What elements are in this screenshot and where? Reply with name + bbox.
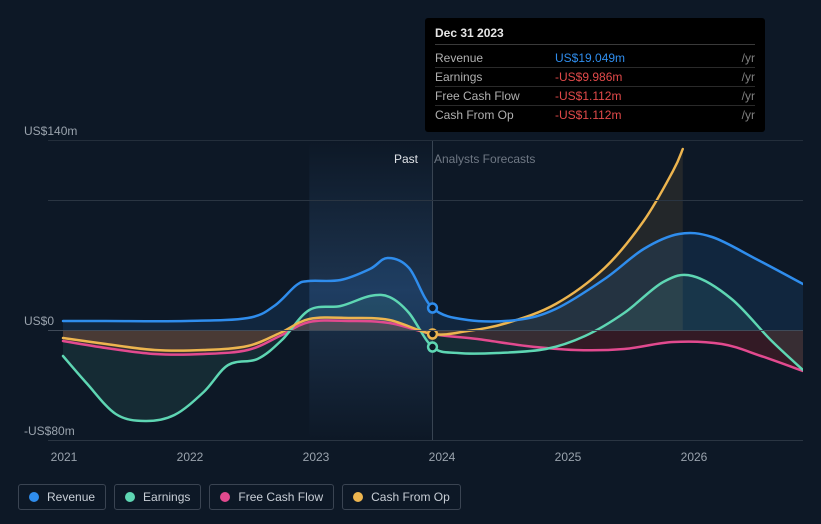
tooltip-label: Free Cash Flow — [435, 89, 555, 103]
past-region-label: Past — [318, 152, 418, 166]
forecast-region-label: Analysts Forecasts — [434, 152, 535, 166]
tooltip-row-revenue: Revenue US$19.049m /yr — [435, 49, 755, 68]
legend-item-fcf[interactable]: Free Cash Flow — [209, 484, 334, 510]
x-tick-label: 2022 — [177, 450, 204, 464]
tooltip-row-fcf: Free Cash Flow -US$1.112m /yr — [435, 87, 755, 106]
tooltip-row-earnings: Earnings -US$9.986m /yr — [435, 68, 755, 87]
legend-swatch — [29, 492, 39, 502]
x-tick-label: 2026 — [681, 450, 708, 464]
y-tick-label: US$140m — [24, 124, 77, 138]
legend-item-revenue[interactable]: Revenue — [18, 484, 106, 510]
tooltip-label: Cash From Op — [435, 108, 555, 122]
tooltip-value: US$19.049m — [555, 51, 738, 65]
tooltip-date: Dec 31 2023 — [435, 26, 755, 45]
legend-item-earnings[interactable]: Earnings — [114, 484, 201, 510]
x-tick-label: 2024 — [429, 450, 456, 464]
legend-swatch — [220, 492, 230, 502]
tooltip-value: -US$1.112m — [555, 89, 738, 103]
legend-swatch — [353, 492, 363, 502]
x-tick-label: 2023 — [303, 450, 330, 464]
gridline — [48, 330, 803, 331]
gridline — [48, 440, 803, 441]
x-tick-label: 2021 — [51, 450, 78, 464]
tooltip-value: -US$9.986m — [555, 70, 738, 84]
tooltip-row-cashop: Cash From Op -US$1.112m /yr — [435, 106, 755, 124]
tooltip-unit: /yr — [738, 108, 755, 122]
tooltip-unit: /yr — [738, 70, 755, 84]
legend-label: Cash From Op — [371, 490, 450, 504]
tooltip-unit: /yr — [738, 51, 755, 65]
y-tick-label: US$0 — [24, 314, 54, 328]
legend-swatch — [125, 492, 135, 502]
legend-label: Free Cash Flow — [238, 490, 323, 504]
chart-tooltip: Dec 31 2023 Revenue US$19.049m /yr Earni… — [425, 18, 765, 132]
gridline — [48, 140, 803, 141]
y-tick-label: -US$80m — [24, 424, 75, 438]
tooltip-unit: /yr — [738, 89, 755, 103]
legend-item-cashop[interactable]: Cash From Op — [342, 484, 461, 510]
gridline — [48, 200, 803, 201]
tooltip-label: Revenue — [435, 51, 555, 65]
tooltip-value: -US$1.112m — [555, 108, 738, 122]
tooltip-label: Earnings — [435, 70, 555, 84]
legend-label: Earnings — [143, 490, 190, 504]
x-tick-label: 2025 — [555, 450, 582, 464]
chart-legend: Revenue Earnings Free Cash Flow Cash Fro… — [18, 484, 461, 510]
legend-label: Revenue — [47, 490, 95, 504]
